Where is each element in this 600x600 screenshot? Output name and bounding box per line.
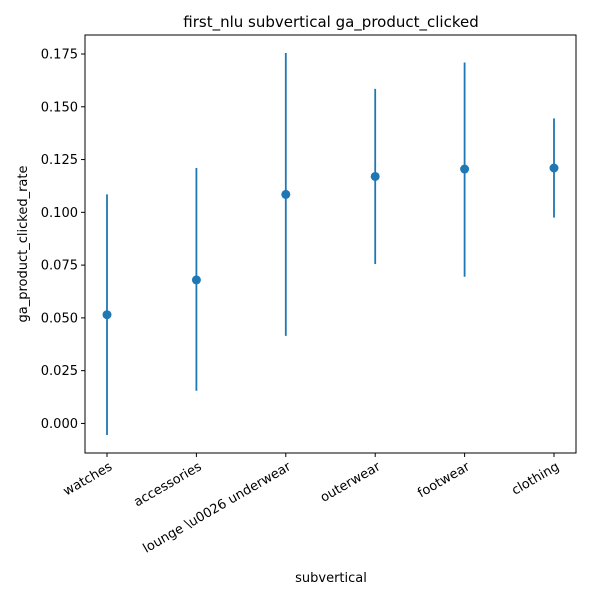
x-tick-label: lounge \u0026 underwear	[141, 459, 295, 556]
y-tick-label: 0.075	[41, 259, 78, 274]
y-tick-label: 0.150	[41, 100, 78, 115]
y-axis: 0.000 0.025 0.050 0.075 0.100 0.125 0.150 0.175	[41, 48, 85, 432]
data-point	[549, 163, 559, 173]
x-axis-label: subvertical	[295, 571, 367, 586]
plot-marks	[102, 52, 559, 436]
x-tick-label: clothing	[509, 459, 562, 498]
y-tick-label: 0.025	[41, 364, 78, 379]
x-tick-label: accessories	[132, 459, 205, 510]
y-tick-label: 0.100	[41, 206, 78, 221]
x-tick-label: outerwear	[318, 459, 384, 506]
x-tick-label: footwear	[415, 459, 473, 501]
y-tick-label: 0.125	[41, 153, 78, 168]
data-point	[460, 164, 470, 174]
y-tick-label: 0.050	[41, 311, 78, 326]
y-axis-label: ga_product_clicked_rate	[16, 166, 31, 323]
x-tick-label: watches	[61, 459, 115, 499]
data-point	[191, 275, 201, 285]
data-point	[281, 189, 291, 199]
data-point	[102, 310, 112, 320]
plot-frame	[84, 34, 577, 454]
data-point	[370, 171, 380, 181]
chart-title: first_nlu subvertical ga_product_clicked	[183, 13, 478, 32]
y-tick-label: 0.175	[41, 48, 78, 63]
y-tick-label: 0.000	[41, 417, 78, 432]
